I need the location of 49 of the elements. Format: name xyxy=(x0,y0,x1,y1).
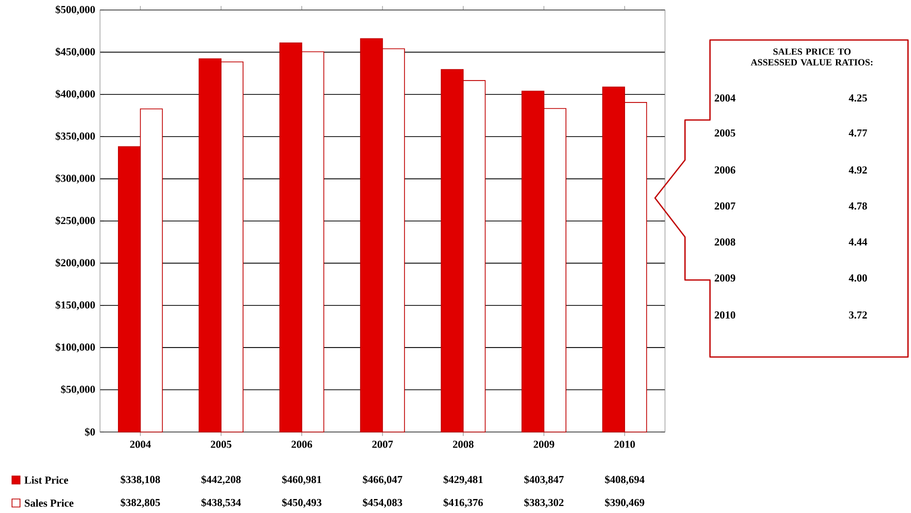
text: 4.00 xyxy=(848,274,867,282)
text: 2008 xyxy=(714,238,736,246)
legend-label: List Price xyxy=(24,476,68,484)
data-label: $429,481 xyxy=(444,475,483,485)
text: 4.44 xyxy=(848,238,868,246)
y-tick-label: $300,000 xyxy=(56,174,95,184)
text: 2004 xyxy=(714,94,736,102)
text: 2009 xyxy=(714,274,736,282)
data-label: $383,302 xyxy=(524,498,564,508)
x-tick-label: 2007 xyxy=(372,440,393,448)
text: 2006 xyxy=(714,166,736,174)
data-label: $438,534 xyxy=(201,498,241,508)
x-tick-label: 2005 xyxy=(210,440,232,448)
data-label: $450,493 xyxy=(282,498,322,508)
text: 4.77 xyxy=(848,129,868,137)
data-label: $454,083 xyxy=(362,498,402,508)
x-tick-label: 2008 xyxy=(452,440,474,448)
text: 2005 xyxy=(714,129,736,137)
y-tick-label: $450,000 xyxy=(56,48,95,57)
y-tick-label: $200,000 xyxy=(56,258,95,268)
data-label: $466,047 xyxy=(362,475,402,485)
text: SALES PRICE TO ASSESSED VALUE RATIOS: xyxy=(750,48,872,66)
legend-label: Sales Price xyxy=(24,499,74,507)
data-label: $408,694 xyxy=(605,475,644,485)
text: 2007 xyxy=(714,202,736,210)
data-label: $390,469 xyxy=(605,498,644,508)
text: 4.25 xyxy=(848,94,867,102)
x-tick-label: 2006 xyxy=(292,440,312,448)
text: 2010 xyxy=(714,311,736,319)
y-tick-label: $250,000 xyxy=(56,216,95,226)
text: 4.92 xyxy=(848,166,867,174)
data-label: $403,847 xyxy=(524,475,564,485)
data-label: $460,981 xyxy=(282,475,322,485)
y-tick-label: $500,000 xyxy=(56,5,95,15)
text: 3.72 xyxy=(849,311,867,319)
x-tick-label: 2010 xyxy=(614,440,635,448)
data-label: $338,108 xyxy=(120,475,160,485)
x-tick-label: 2004 xyxy=(130,440,151,448)
data-label: $442,208 xyxy=(201,475,241,485)
y-tick-label: $150,000 xyxy=(56,300,95,310)
x-tick-label: 2009 xyxy=(534,440,554,448)
y-tick-label: $0 xyxy=(85,428,95,436)
text: 4.78 xyxy=(848,202,867,210)
data-label: $416,376 xyxy=(444,498,483,508)
y-tick-label: $100,000 xyxy=(56,342,95,352)
data-label: $382,805 xyxy=(120,498,160,508)
y-tick-label: $350,000 xyxy=(56,132,95,142)
y-tick-label: $400,000 xyxy=(56,90,95,100)
y-tick-label: $50,000 xyxy=(61,385,95,394)
